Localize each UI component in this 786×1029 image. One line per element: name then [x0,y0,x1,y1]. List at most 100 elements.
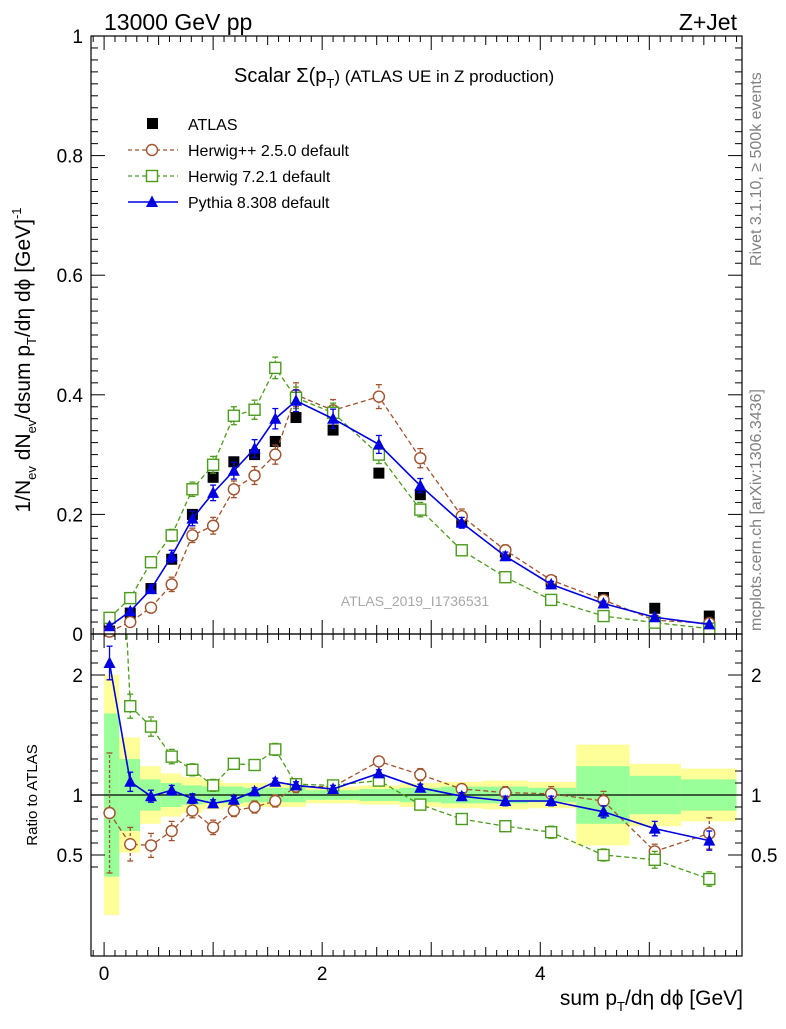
ratio-series-layer [103,634,716,887]
main-point-herwig7 [455,544,468,557]
ratio-point-herwig7 [186,763,199,776]
main-point-herwig7 [269,361,282,375]
main-point-pythia [248,442,261,454]
ratio-point-herwigpp [248,800,261,814]
main-point-pythia [269,412,282,424]
main-point-herwigpp [227,483,241,496]
main-y-axis-label: 1/Nev dNev/dsum pT/dη dϕ [GeV]-1 [9,207,39,512]
ratio-point-herwig7 [124,700,137,713]
ratio-point-pythia [499,794,512,806]
main-point-pythia [290,394,303,406]
ratio-point-pythia [207,796,220,809]
main-point-atlas [373,467,385,479]
ratio-point-herwigpp [597,794,610,808]
ratio-point-herwigpp [269,794,282,808]
main-point-herwig7 [124,591,137,605]
ratio-point-herwigpp [144,839,158,852]
main-point-pythia [597,597,610,609]
mcplots-label: mcplots.cern.ch [arXiv:1306.3436] [748,389,765,631]
main-point-atlas [649,602,661,614]
ratio-point-herwig7 [455,812,468,826]
ratio-y-axis-label: Ratio to ATLAS [24,744,41,845]
ratio-point-herwigpp [103,806,116,820]
main-series-layer [103,356,716,638]
main-point-herwigpp [248,469,261,482]
main-point-pythia [455,516,468,528]
main-point-atlas [327,424,339,436]
ratio-point-pythia [545,794,558,806]
ratio-y-tick-label-right: 1 [751,786,762,807]
ratio-point-herwig7 [499,820,512,833]
ratio-point-pythia [327,782,340,794]
main-point-herwigpp [269,448,282,461]
main-point-herwig7 [144,556,158,569]
ratio-y-tick-label-right: 2 [751,666,762,687]
ratio-point-pythia [597,805,610,817]
ratio-point-pythia [186,792,199,804]
legend: ATLAS Herwig++ 2.5.0 default Herwig 7.2.… [128,117,350,212]
main-point-atlas [414,489,426,501]
header-left: 13000 GeV pp [104,9,252,35]
main-point-herwig7 [227,409,241,422]
rivet-label: Rivet 3.1.10, ≥ 500k events [748,72,765,266]
ratio-point-herwig7 [227,757,241,770]
main-point-atlas [207,471,219,483]
main-point-atlas [290,412,302,424]
ratio-bands [91,675,742,915]
ratio-y-tick-label: 0.5 [57,846,83,867]
main-point-pythia [124,604,137,617]
main-point-pythia [165,549,178,562]
main-point-atlas [269,435,281,447]
ratio-axis-ticks: 0 2 4 0.5 0.5 1 1 2 2 [57,634,777,985]
ratio-y-tick-label: 2 [72,666,83,687]
main-point-herwigpp [372,390,386,403]
ratio-point-pythia [124,775,137,787]
ratio-point-herwigpp [372,755,386,768]
main-point-pythia [186,512,199,524]
ratio-point-pythia [269,775,282,787]
ratio-point-herwigpp [206,821,220,834]
ratio-point-pythia [290,778,303,791]
ratio-point-herwig7 [414,798,427,811]
ratio-point-pythia [144,789,157,802]
main-y-tick-label: 0.4 [57,386,84,407]
analysis-watermark: ATLAS_2019_I1736531 [341,593,490,609]
ratio-point-pythia [414,781,427,793]
header-right: Z+Jet [679,9,738,35]
ratio-point-pythia [248,784,261,797]
ratio-point-pythia [648,822,661,834]
main-point-pythia [144,582,157,595]
main-point-herwig7 [165,529,178,542]
main-point-herwig7 [414,503,427,516]
main-y-tick-label: 0.6 [57,266,83,287]
main-point-pythia [648,610,661,623]
main-point-herwigpp [165,578,178,591]
ratio-panel-frame [90,633,743,957]
main-line-herwig7 [109,366,710,630]
main-point-pythia [103,619,116,632]
ratio-point-pythia [103,656,116,668]
ratio-point-herwig7 [269,743,282,756]
legend-marker-atlas [147,118,158,129]
ratio-point-herwig7 [248,758,261,772]
ratio-point-herwigpp [414,768,427,781]
main-point-pythia [207,486,220,498]
ratio-point-pythia [372,766,385,779]
ratio-point-pythia [165,783,178,796]
main-point-herwig7 [544,593,558,607]
ratio-point-pythia [227,793,240,805]
main-point-herwig7 [186,483,199,496]
x-tick-label: 4 [535,964,546,985]
main-point-herwigpp [206,519,220,532]
x-axis-label: sum pT/dη dϕ [GeV] [560,987,743,1014]
ratio-point-herwig7 [144,720,158,733]
main-point-atlas [703,610,715,622]
main-point-pythia [414,479,427,491]
legend-marker-herwigpp [145,143,159,157]
ratio-point-herwigpp [165,824,178,838]
legend-marker-pythia [146,195,158,207]
ratio-point-herwigpp [124,838,137,851]
legend-marker-herwig7 [145,169,159,183]
